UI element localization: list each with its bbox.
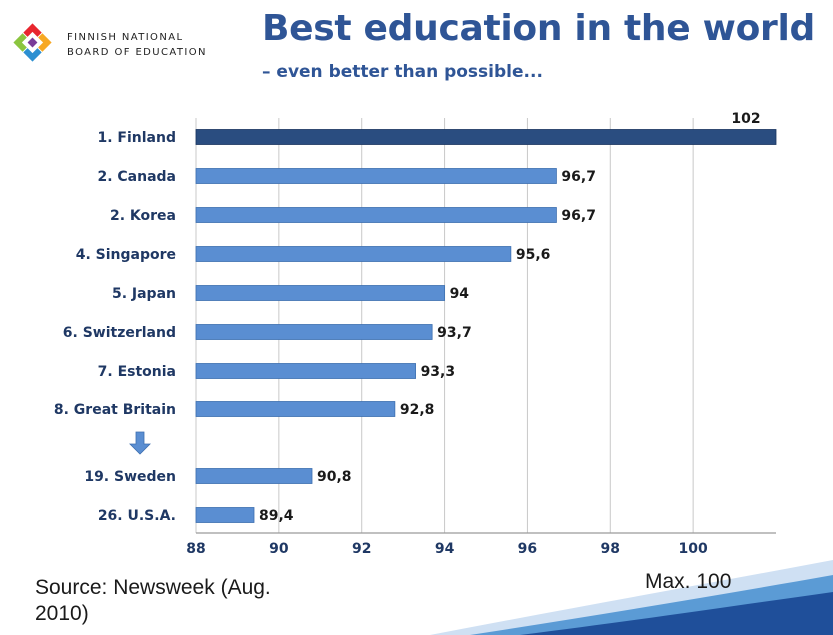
bar bbox=[195, 507, 255, 523]
bar bbox=[195, 363, 416, 379]
data-label: 96,7 bbox=[561, 208, 596, 224]
slide-title: Best education in the world bbox=[262, 8, 815, 49]
category-label: 7. Estonia bbox=[98, 364, 176, 380]
org-name-line1: FINNISH NATIONAL bbox=[67, 32, 184, 43]
source-note: Source: Newsweek (Aug. 2010) bbox=[35, 576, 271, 625]
data-label: 102 bbox=[731, 111, 760, 127]
category-label: 2. Canada bbox=[97, 169, 176, 185]
x-tick-label: 92 bbox=[352, 541, 371, 557]
category-label: 1. Finland bbox=[98, 130, 177, 146]
data-label: 93,7 bbox=[437, 325, 472, 341]
bar bbox=[195, 285, 445, 301]
slide-subtitle: – even better than possible... bbox=[262, 62, 543, 82]
x-tick-label: 100 bbox=[679, 541, 708, 557]
organization-logo bbox=[13, 23, 52, 62]
x-tick-label: 94 bbox=[435, 541, 455, 557]
x-tick-label: 98 bbox=[601, 541, 620, 557]
max-note: Max. 100 bbox=[645, 570, 732, 593]
data-label: 90,8 bbox=[317, 469, 352, 485]
data-label: 96,7 bbox=[561, 169, 596, 185]
data-label: 89,4 bbox=[259, 508, 294, 524]
category-label: 26. U.S.A. bbox=[98, 508, 176, 524]
data-label: 93,3 bbox=[421, 364, 456, 380]
bar bbox=[195, 129, 777, 145]
x-tick-label: 90 bbox=[269, 541, 289, 557]
category-label: 8. Great Britain bbox=[54, 402, 176, 418]
bar bbox=[195, 401, 396, 417]
bar bbox=[195, 468, 313, 484]
x-tick-label: 88 bbox=[186, 541, 205, 557]
data-label: 95,6 bbox=[516, 247, 551, 263]
category-label: 19. Sweden bbox=[84, 469, 176, 485]
org-name-line2: BOARD OF EDUCATION bbox=[67, 47, 207, 58]
data-label: 94 bbox=[450, 286, 470, 302]
category-label: 4. Singapore bbox=[76, 247, 176, 263]
category-label: 5. Japan bbox=[112, 286, 176, 302]
bar bbox=[195, 207, 557, 223]
data-label: 92,8 bbox=[400, 402, 435, 418]
bar bbox=[195, 246, 512, 262]
down-arrow-icon bbox=[129, 431, 151, 455]
category-label: 2. Korea bbox=[110, 208, 176, 224]
bar bbox=[195, 324, 433, 340]
bar bbox=[195, 168, 557, 184]
category-label: 6. Switzerland bbox=[63, 325, 176, 341]
x-tick-label: 96 bbox=[518, 541, 537, 557]
